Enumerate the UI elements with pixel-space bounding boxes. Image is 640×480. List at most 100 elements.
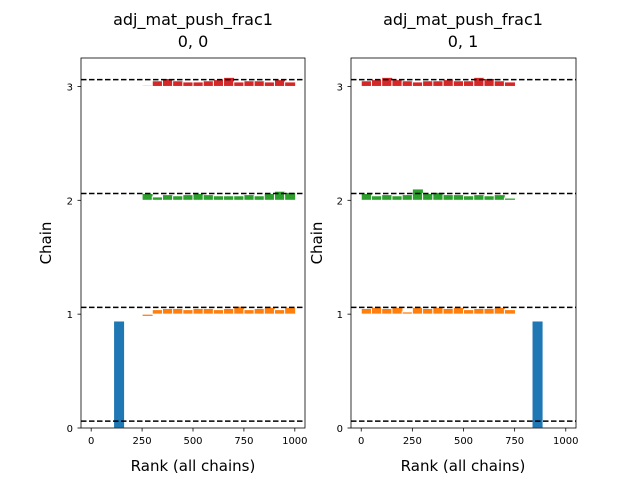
bar-chain-1 <box>432 306 445 315</box>
bar-chain-3 <box>381 76 394 87</box>
bar-chain-2 <box>141 192 154 201</box>
bar-chain-3 <box>212 79 225 87</box>
subplot-title: adj_mat_push_frac1 <box>383 10 543 30</box>
bar-chain-1 <box>401 311 414 315</box>
bar-chain-3 <box>360 80 373 87</box>
subplot-title: adj_mat_push_frac1 <box>113 10 273 30</box>
bar-chain-1 <box>263 306 276 315</box>
bar-chain-3 <box>493 80 506 87</box>
y-tick-label: 2 <box>67 196 73 207</box>
bar-chain-2 <box>370 195 384 201</box>
bar-chain-3 <box>253 80 266 87</box>
bar-chain-2 <box>360 192 373 201</box>
y-tick-label: 1 <box>337 310 343 321</box>
bar-chain-1 <box>411 306 424 315</box>
bar-chain-3 <box>263 81 276 87</box>
bar-chain-2 <box>411 188 424 201</box>
x-tick-label: 250 <box>403 436 422 447</box>
bar-chain-3 <box>243 80 256 87</box>
x-tick-label: 500 <box>454 436 473 447</box>
x-tick-label: 1000 <box>553 436 578 447</box>
bar-chain-1 <box>273 309 286 315</box>
bar-chain-2 <box>452 194 465 201</box>
bar-chain-1 <box>370 306 384 315</box>
x-tick-label: 1000 <box>282 436 307 447</box>
bar-chain-1 <box>192 307 205 315</box>
bar-chain-2 <box>233 195 246 201</box>
bar-chain-3 <box>182 81 195 87</box>
bar-chain-1 <box>381 307 394 315</box>
bar-chain-1 <box>422 307 435 315</box>
bar-chain-1 <box>253 307 266 315</box>
y-tick-label: 3 <box>337 82 343 93</box>
bar-chain-1 <box>141 313 154 317</box>
bar-chain-2 <box>493 194 506 201</box>
bar-chain-1 <box>202 307 215 315</box>
bar-chain-1 <box>493 306 506 315</box>
bar-chain-2 <box>442 194 455 201</box>
bar-chain-1 <box>360 307 373 315</box>
bar-chain-3 <box>192 81 205 87</box>
x-tick-label: 0 <box>358 436 364 447</box>
bar-chain-3 <box>391 79 404 87</box>
bar-chain-2 <box>381 194 394 201</box>
bar-chain-1 <box>182 309 195 315</box>
y-tick-label: 0 <box>67 424 73 435</box>
bar-chain-3 <box>284 81 297 87</box>
bar-chain-2 <box>212 195 225 201</box>
bar-chain-2 <box>503 197 516 201</box>
bar-chain-2 <box>172 195 185 201</box>
bar-chain-1 <box>172 307 185 315</box>
bar-chain-3 <box>273 79 286 87</box>
bar-chain-1 <box>223 307 236 315</box>
y-axis-label: Chain <box>308 222 326 265</box>
bar-chain-3 <box>370 79 384 87</box>
bar-chain-3 <box>223 76 236 87</box>
bar-chain-1 <box>391 306 404 315</box>
bar-chain-3 <box>172 80 185 87</box>
bar-chain-2 <box>151 196 164 201</box>
y-tick-label: 1 <box>67 310 73 321</box>
x-axis-label: Rank (all chains) <box>401 457 526 475</box>
x-tick-label: 750 <box>505 436 524 447</box>
bar-chain-2 <box>253 195 266 201</box>
bar-chain-2 <box>192 192 205 201</box>
bar-chain-2 <box>243 194 256 201</box>
y-tick-label: 0 <box>337 424 343 435</box>
bar-chain-0 <box>531 320 544 429</box>
bar-chain-2 <box>202 194 215 201</box>
y-tick-label: 3 <box>67 82 73 93</box>
bar-chain-3 <box>141 84 154 87</box>
subplot-left: adj_mat_push_frac1 0, 0 Rank (all chains… <box>37 10 308 475</box>
bar-chain-1 <box>452 306 465 315</box>
subplot-right: adj_mat_push_frac1 0, 1 Rank (all chains… <box>308 10 578 475</box>
bar-chain-2 <box>273 190 286 201</box>
plot-area: 0 250 500 750 1000 0 1 2 3 <box>337 57 578 447</box>
x-tick-label: 500 <box>183 436 202 447</box>
bar-chain-1 <box>483 307 496 315</box>
bar-chain-2 <box>284 191 297 201</box>
bar-chain-2 <box>263 192 276 201</box>
bar-chain-2 <box>483 195 496 201</box>
bar-chain-1 <box>503 309 516 315</box>
bar-chain-1 <box>442 307 455 315</box>
bar-chain-1 <box>243 309 256 315</box>
x-tick-label: 0 <box>88 436 94 447</box>
bar-chain-2 <box>463 195 476 201</box>
x-tick-label: 250 <box>133 436 152 447</box>
bar-chain-0 <box>113 320 126 429</box>
bar-chain-1 <box>473 307 486 315</box>
bar-chain-3 <box>432 80 445 87</box>
y-tick-label: 2 <box>337 196 343 207</box>
bar-chain-2 <box>182 194 195 201</box>
y-axis-label: Chain <box>37 222 55 265</box>
subplot-subtitle: 0, 1 <box>448 32 479 51</box>
bar-chain-3 <box>422 80 435 87</box>
bar-chain-3 <box>473 76 486 87</box>
bar-chain-1 <box>463 309 476 315</box>
bar-chain-3 <box>442 79 455 87</box>
bar-chain-2 <box>473 194 486 201</box>
bar-chain-1 <box>212 309 225 315</box>
bar-chain-2 <box>401 194 414 201</box>
